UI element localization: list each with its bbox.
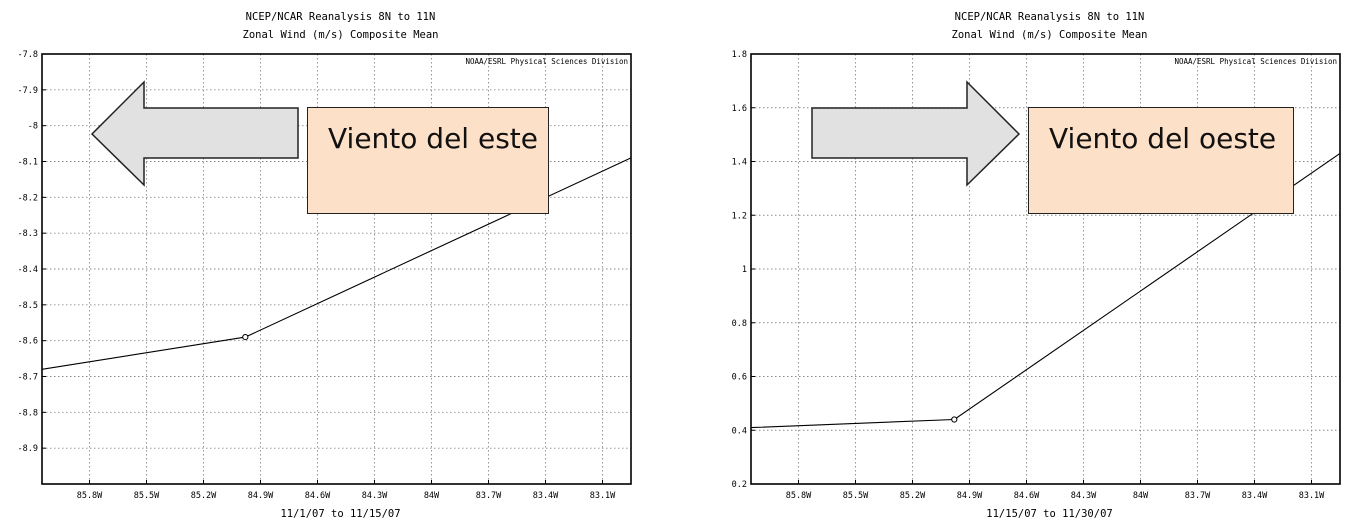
y-tick-label: -8.2 [18, 193, 38, 203]
annotation-box-west: Viento del oeste [1028, 107, 1294, 214]
x-tick-label: 84.6W [305, 491, 331, 501]
x-tick-label: 83.7W [1185, 491, 1211, 501]
chart-left: NCEP/NCAR Reanalysis 8N to 11N Zonal Wind… [18, 11, 632, 520]
x-tick-label: 85.2W [191, 491, 217, 501]
x-tick-label: 83.4W [533, 491, 559, 501]
y-tick-label: 1.4 [732, 158, 747, 168]
y-tick-label: -8.9 [18, 444, 38, 454]
y-tick-label: -8.6 [18, 337, 38, 347]
x-axis-label: 11/15/07 to 11/30/07 [986, 508, 1112, 520]
chart-body: NCEP/NCAR Reanalysis 8N to 11N Zonal Wind… [732, 11, 1341, 520]
x-tick-label: 85.8W [77, 491, 103, 501]
y-tick-label: -8.4 [18, 265, 38, 275]
x-tick-label: 83.4W [1242, 491, 1268, 501]
chart-title: NCEP/NCAR Reanalysis 8N to 11N [246, 11, 436, 23]
x-tick-label: 85.5W [843, 491, 869, 501]
y-tick-label: 1 [742, 265, 747, 275]
y-tick-label: -8.7 [18, 373, 38, 383]
x-tick-label: 84.3W [1071, 491, 1097, 501]
chart-body: NCEP/NCAR Reanalysis 8N to 11N Zonal Wind… [18, 11, 632, 520]
chart-subtitle: Zonal Wind (m/s) Composite Mean [952, 29, 1148, 41]
x-tick-label: 83.7W [476, 491, 502, 501]
chart-subtitle: Zonal Wind (m/s) Composite Mean [243, 29, 439, 41]
y-tick-label: 0.4 [732, 426, 747, 436]
y-tick-label: 1.2 [732, 211, 747, 221]
right-arrow-icon [811, 80, 1021, 187]
y-tick-label: 0.6 [732, 373, 747, 383]
arrow-west-wind [811, 80, 1021, 187]
y-tick-label: -7.9 [18, 86, 38, 96]
data-point [951, 416, 958, 423]
x-tick-label: 83.1W [590, 491, 616, 501]
y-tick-label: -8.1 [18, 158, 38, 168]
annotation-label-west: Viento del oeste [1049, 122, 1277, 155]
annotation-box-east: Viento del este [307, 107, 549, 214]
y-tick-label: -8.3 [18, 229, 38, 239]
data-point [242, 333, 249, 341]
x-tick-label: 84W [1133, 491, 1149, 501]
y-tick-label: 1.8 [732, 50, 747, 60]
x-tick-label: 84.9W [957, 491, 983, 501]
left-arrow-icon [90, 80, 299, 187]
chart-right: NCEP/NCAR Reanalysis 8N to 11N Zonal Wind… [732, 11, 1341, 520]
chart-panel-left: NCEP/NCAR Reanalysis 8N to 11N Zonal Wind… [0, 0, 640, 524]
y-tick-label: -7.8 [18, 50, 38, 60]
chart-title: NCEP/NCAR Reanalysis 8N to 11N [955, 11, 1145, 23]
credit-label: NOAA/ESRL Physical Sciences Division [1174, 57, 1337, 66]
y-tick-label: -8.8 [18, 408, 38, 418]
x-tick-label: 84.3W [362, 491, 388, 501]
x-tick-label: 83.1W [1299, 491, 1325, 501]
x-tick-label: 85.2W [900, 491, 926, 501]
arrow-east-wind [90, 80, 299, 187]
credit-label: NOAA/ESRL Physical Sciences Division [465, 57, 628, 66]
x-tick-label: 84.6W [1014, 491, 1040, 501]
chart-panel-right: NCEP/NCAR Reanalysis 8N to 11N Zonal Wind… [710, 0, 1351, 524]
y-tick-label: 1.6 [732, 104, 747, 114]
x-tick-label: 84W [424, 491, 440, 501]
y-tick-label: 0.2 [732, 480, 747, 490]
annotation-label-east: Viento del este [328, 122, 538, 155]
x-tick-label: 85.8W [786, 491, 812, 501]
y-tick-label: -8 [28, 122, 38, 132]
y-tick-label: 0.8 [732, 319, 747, 329]
x-tick-label: 85.5W [134, 491, 160, 501]
y-tick-label: -8.5 [18, 301, 38, 311]
x-tick-label: 84.9W [248, 491, 274, 501]
x-axis-label: 11/1/07 to 11/15/07 [280, 508, 400, 520]
